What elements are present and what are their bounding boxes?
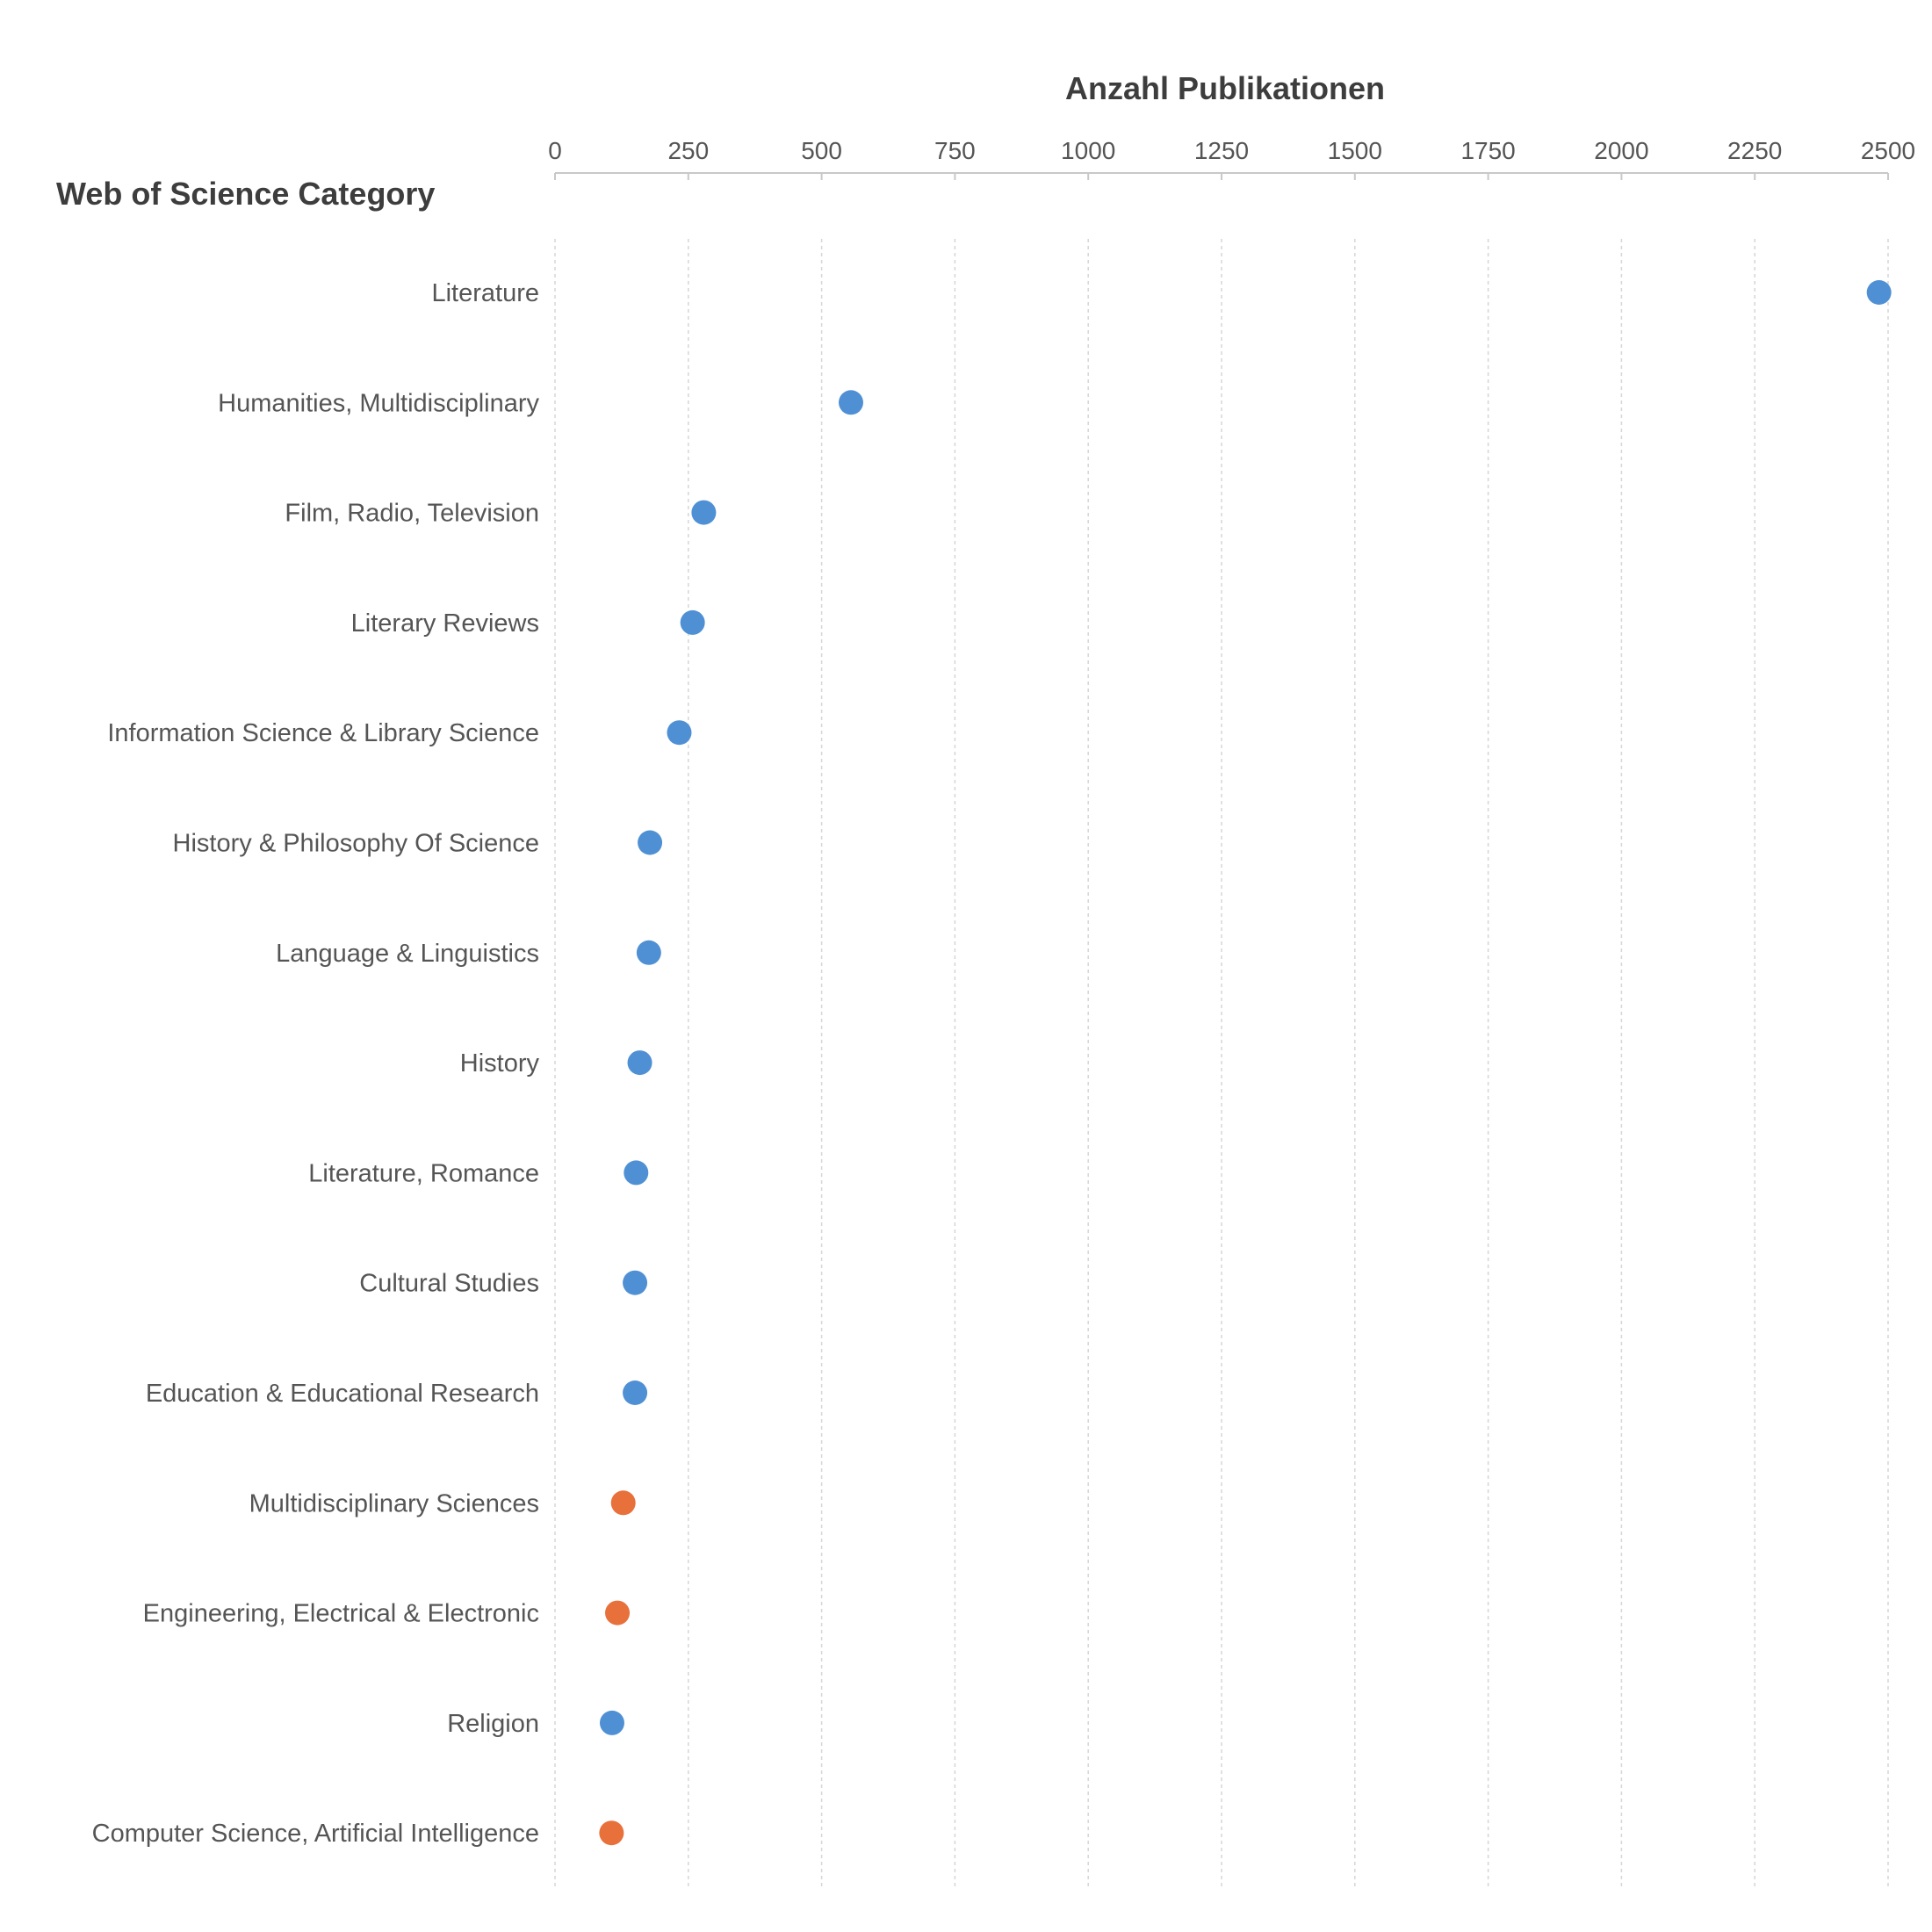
x-tick-label: 500 — [801, 137, 842, 164]
data-point — [680, 609, 705, 635]
x-tick-label: 750 — [934, 137, 976, 164]
data-point — [691, 500, 717, 525]
data-point — [627, 1050, 652, 1076]
category-label: Cultural Studies — [359, 1270, 539, 1298]
data-point — [599, 1820, 624, 1846]
data-point — [610, 1490, 636, 1516]
category-label: Literary Reviews — [351, 609, 539, 638]
data-point — [624, 1160, 649, 1186]
x-tick-label: 1500 — [1328, 137, 1382, 164]
category-label: Computer Science, Artificial Intelligenc… — [92, 1820, 539, 1848]
category-label: History & Philosophy Of Science — [173, 830, 539, 858]
category-label: Engineering, Electrical & Electronic — [143, 1600, 539, 1628]
data-point — [605, 1600, 631, 1626]
x-tick-label: 2250 — [1727, 137, 1782, 164]
category-label: Literature, Romance — [308, 1159, 539, 1187]
data-point — [623, 1270, 648, 1295]
category-label: Film, Radio, Television — [285, 500, 539, 528]
category-label: Religion — [447, 1710, 539, 1738]
data-point — [838, 390, 863, 415]
x-tick-label: 1250 — [1194, 137, 1249, 164]
x-axis-title: Anzahl Publikationen — [1064, 70, 1386, 106]
data-point — [638, 830, 663, 855]
x-tick-label: 1750 — [1460, 137, 1515, 164]
data-point — [599, 1710, 624, 1735]
x-axis: 0 250 500 750 1000 1250 1500 1750 2000 2250 2500 — [548, 137, 1915, 180]
x-tick-label: 0 — [548, 137, 562, 164]
category-label: Education & Educational Research — [146, 1380, 539, 1408]
grid-lines — [554, 239, 1889, 1888]
x-tick-label: 2000 — [1594, 137, 1648, 164]
category-label: Humanities, Multidisciplinary — [218, 389, 539, 417]
data-point — [623, 1381, 648, 1405]
category-label: Literature — [431, 279, 539, 307]
y-axis-title: Web of Science Category — [56, 176, 436, 212]
data-points — [599, 280, 1892, 1846]
category-label: Multidisciplinary Sciences — [249, 1489, 539, 1517]
x-tick-label: 250 — [667, 137, 709, 164]
category-labels: Literature Humanities, Multidisciplinary F… — [92, 279, 540, 1848]
category-label: History — [460, 1049, 540, 1078]
data-point — [1866, 280, 1892, 305]
category-label: Language & Linguistics — [276, 940, 539, 968]
data-point — [667, 720, 692, 746]
data-point — [636, 940, 661, 965]
x-tick-label: 1000 — [1061, 137, 1115, 164]
category-label: Information Science & Library Science — [107, 719, 539, 747]
x-tick-label: 2500 — [1861, 137, 1915, 164]
